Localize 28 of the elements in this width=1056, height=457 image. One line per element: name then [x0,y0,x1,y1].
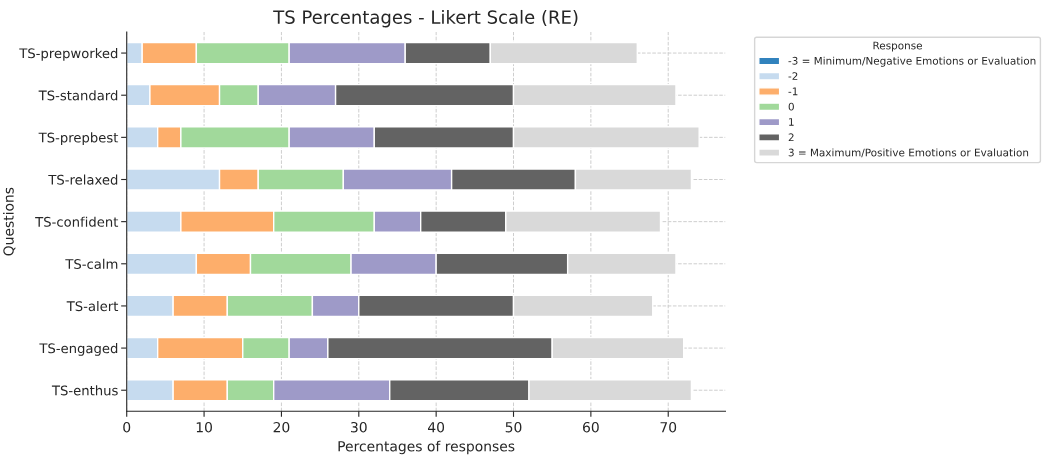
y-tick-label: TS-prepbest [38,132,119,146]
x-tick-label: 0 [123,421,131,433]
x-tick-label: 70 [660,421,677,433]
y-tick-label: TS-confident [35,216,119,227]
y-tick-label: TS-calm [65,258,118,269]
x-tick-label: 30 [351,421,367,433]
legend-label: 3 = Maximum/Positive Emotions or Evaluation [788,148,1029,158]
x-tick-label: 50 [505,421,522,433]
y-tick-label: TS-enthus [51,385,118,396]
y-tick-label: TS-engaged [39,343,118,356]
x-tick-label: 60 [583,421,599,433]
y-tick-label: TS-prepworked [19,48,118,61]
y-tick-label: TS-relaxed [48,174,118,185]
legend-label: 0 [788,102,794,111]
x-tick-label: 40 [427,421,445,433]
x-tick-label: 10 [196,421,212,433]
x-tick-label: 20 [273,421,290,433]
chart-title: TS Percentages - Likert Scale (RE) [273,9,578,28]
y-tick-label: TS-alert [66,300,119,312]
legend-label: 2 [788,133,794,142]
legend-title: Response [873,41,922,52]
legend-label: 1 [789,118,794,126]
legend-label: -3 = Minimum/Negative Emotions or Evaluation [788,56,1036,67]
legend-label: -2 [788,72,798,80]
y-tick-label: TS-standard [38,90,118,101]
legend-label: -1 [788,87,798,96]
y-axis-title: Questions [3,187,16,256]
x-axis-title: Percentages of responses [338,440,515,455]
